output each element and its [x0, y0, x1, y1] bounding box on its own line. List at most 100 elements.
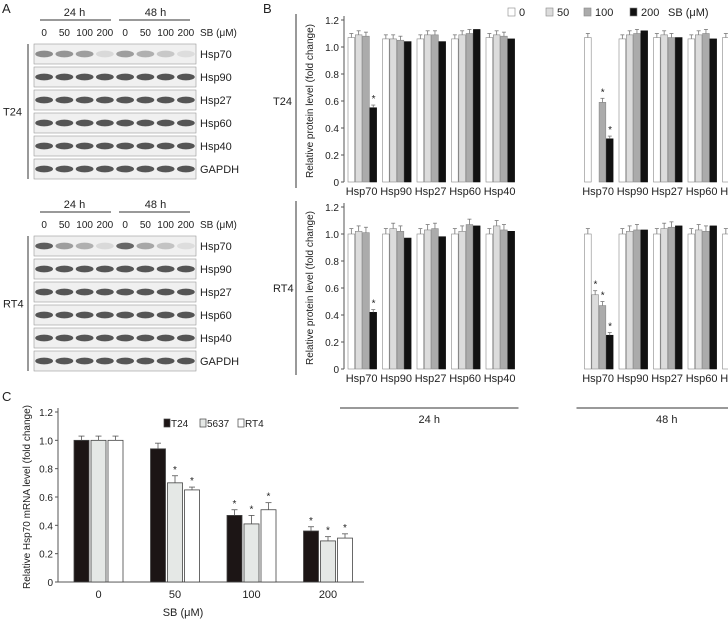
y-tick-label: 0.4 — [325, 311, 339, 322]
significance-star: * — [372, 299, 376, 310]
protein-band — [55, 119, 74, 127]
y-tick-label: 0.8 — [325, 70, 339, 81]
protein-label: Hsp60 — [200, 310, 232, 322]
dose-label: 100 — [76, 28, 93, 39]
protein-label: Hsp70 — [200, 241, 232, 253]
bar — [347, 233, 355, 370]
legend-label: 50 — [557, 7, 569, 19]
protein-band — [116, 311, 135, 319]
dose-label: 0 — [122, 28, 128, 39]
protein-chart-t24: 0 0.2 0.4 0.6 0.8 1.0 1.2 Relative protein leve… — [273, 14, 728, 198]
significance-star: * — [309, 516, 313, 527]
bar — [660, 34, 668, 183]
legend-swatch — [629, 7, 638, 17]
legend-swatch — [583, 7, 592, 17]
bar — [396, 39, 405, 183]
bar — [722, 37, 728, 183]
legend-label: 200 — [641, 7, 659, 19]
x-tick-label: Hsp70 — [582, 186, 614, 198]
bar — [618, 233, 626, 370]
protein-band — [95, 357, 114, 365]
x-tick-label: Hsp90 — [617, 373, 649, 385]
protein-band — [95, 96, 114, 104]
bar — [709, 38, 717, 183]
significance-star: * — [326, 526, 330, 537]
y-tick-label: 0.2 — [325, 338, 339, 349]
protein-band — [136, 73, 155, 81]
blot-strip — [33, 43, 197, 65]
protein-band — [156, 165, 175, 173]
significance-star: * — [233, 499, 237, 510]
dose-label: 200 — [97, 220, 114, 231]
bar — [492, 225, 501, 370]
y-axis-label: Relative Hsp70 mRNA level (fold change) — [22, 405, 33, 589]
bar — [150, 448, 166, 583]
y-tick-label: 0.6 — [325, 284, 339, 295]
legend-swatch — [507, 7, 516, 17]
sb-unit-label: SB (μM) — [200, 220, 237, 231]
protein-band — [156, 334, 175, 342]
blot-strip — [33, 66, 197, 88]
bar — [492, 34, 501, 183]
bar — [354, 231, 363, 370]
bar — [687, 233, 695, 370]
bar — [485, 233, 493, 370]
protein-band — [116, 50, 135, 58]
y-tick-label: 0 — [47, 578, 53, 589]
significance-star: * — [372, 94, 376, 105]
protein-band — [156, 311, 175, 319]
bar — [584, 233, 592, 370]
y-tick-label: 0.8 — [39, 465, 53, 476]
significance-star: * — [267, 492, 271, 503]
protein-band — [95, 165, 114, 173]
significance-star: * — [593, 280, 597, 291]
bar — [667, 226, 676, 370]
legend-label: 5637 — [207, 419, 230, 430]
y-tick-label: 0.2 — [325, 151, 339, 162]
x-tick-label: Hsp60 — [686, 373, 718, 385]
bar — [320, 540, 336, 583]
panel-label-b: B — [263, 1, 272, 16]
blot-strip — [33, 89, 197, 111]
protein-band — [35, 50, 54, 58]
protein-band — [176, 288, 195, 296]
protein-band — [95, 242, 114, 250]
protein-band — [35, 96, 54, 104]
significance-star: * — [608, 125, 612, 136]
bar — [640, 30, 648, 183]
bar — [431, 34, 439, 183]
x-tick-label: 100 — [242, 589, 260, 601]
significance-star: * — [608, 322, 612, 333]
protein-band — [156, 265, 175, 273]
significance-star: * — [343, 523, 347, 534]
bar — [465, 224, 474, 370]
protein-label: Hsp70 — [200, 49, 232, 61]
bar — [709, 225, 717, 370]
protein-chart-legend: 0 50 100 200 SB (μM) — [507, 7, 709, 19]
protein-band — [95, 119, 114, 127]
bar — [451, 233, 459, 370]
protein-band — [75, 357, 94, 365]
blot-strip — [33, 350, 197, 372]
bar — [606, 334, 614, 370]
bar — [458, 231, 466, 370]
bar — [606, 138, 614, 183]
legend-swatch — [545, 7, 554, 17]
bar — [389, 38, 397, 183]
x-tick-label: Hsp40 — [720, 373, 728, 385]
protein-band — [95, 334, 114, 342]
protein-band — [156, 142, 175, 150]
protein-band — [55, 50, 74, 58]
protein-band — [136, 142, 155, 150]
protein-label: Hsp27 — [200, 287, 232, 299]
protein-band — [35, 119, 54, 127]
protein-band — [136, 242, 155, 250]
protein-band — [176, 242, 195, 250]
protein-band — [95, 73, 114, 81]
protein-band — [75, 50, 94, 58]
bar — [625, 34, 634, 183]
bar — [675, 37, 683, 183]
dose-label: 50 — [59, 220, 71, 231]
bar — [184, 489, 200, 583]
x-tick-label: Hsp40 — [484, 373, 516, 385]
